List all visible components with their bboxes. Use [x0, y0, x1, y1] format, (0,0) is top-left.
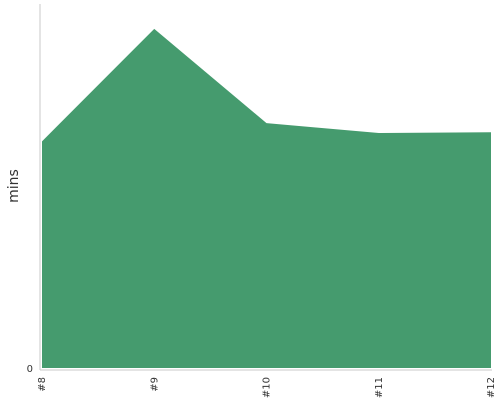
series-area [42, 28, 491, 369]
y-tick-label: 0 [27, 364, 33, 375]
x-axis-ticks: #8 #9 #10 #11 #12 [37, 377, 497, 398]
x-tick-label: #10 [262, 377, 273, 398]
plot-area [42, 28, 491, 369]
x-tick-label: #9 [149, 377, 160, 392]
y-axis-label: mins [6, 169, 22, 203]
x-tick-label: #12 [486, 377, 497, 398]
x-tick-label: #8 [37, 377, 48, 392]
x-tick-label: #11 [374, 377, 385, 398]
y-axis-ticks: 0 [27, 364, 33, 375]
